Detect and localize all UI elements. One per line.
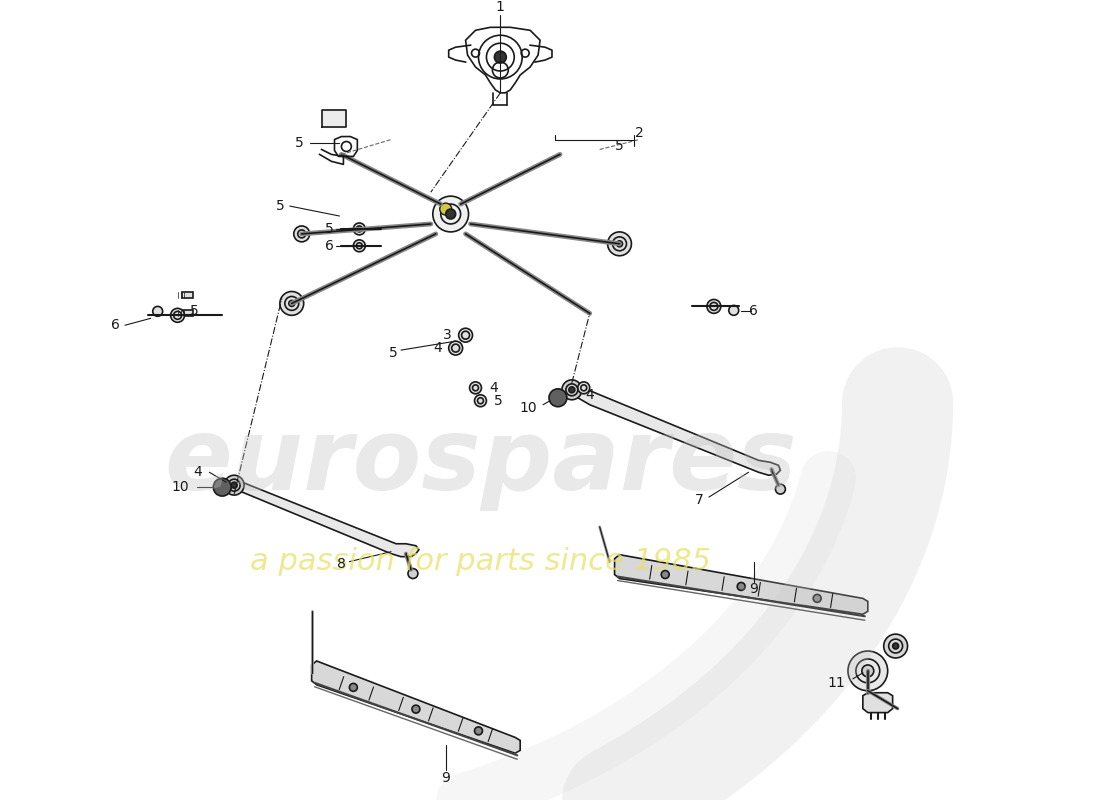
Text: 8: 8 (337, 557, 345, 570)
Circle shape (862, 665, 873, 677)
Circle shape (231, 482, 238, 488)
Circle shape (213, 478, 231, 496)
Text: 5: 5 (388, 346, 397, 360)
Text: 4: 4 (585, 388, 594, 402)
Circle shape (459, 328, 473, 342)
Circle shape (170, 308, 185, 322)
Circle shape (279, 291, 304, 315)
Text: 5: 5 (326, 222, 334, 236)
Text: 9: 9 (441, 771, 450, 785)
Circle shape (440, 203, 452, 215)
Text: 4: 4 (433, 341, 442, 355)
Circle shape (707, 299, 721, 314)
Polygon shape (465, 27, 540, 93)
Text: 6: 6 (749, 304, 758, 318)
Circle shape (470, 382, 482, 394)
Circle shape (449, 341, 463, 355)
Text: 10: 10 (519, 401, 537, 414)
Circle shape (562, 380, 582, 400)
Circle shape (494, 51, 506, 63)
Circle shape (289, 301, 295, 306)
Circle shape (578, 382, 590, 394)
Circle shape (474, 394, 486, 406)
Circle shape (446, 209, 455, 219)
Circle shape (883, 634, 908, 658)
Polygon shape (615, 554, 868, 614)
Text: 7: 7 (694, 493, 703, 507)
Polygon shape (862, 693, 892, 713)
Circle shape (549, 389, 566, 406)
Text: 5: 5 (275, 199, 284, 213)
Text: 4: 4 (490, 381, 498, 395)
Text: 4: 4 (192, 466, 201, 479)
Circle shape (661, 570, 669, 578)
Text: 6: 6 (326, 239, 334, 253)
Circle shape (569, 387, 575, 393)
Circle shape (729, 306, 739, 315)
Text: 3: 3 (443, 328, 452, 342)
Circle shape (224, 475, 244, 495)
Text: 10: 10 (172, 480, 189, 494)
Circle shape (892, 643, 899, 649)
Circle shape (432, 196, 469, 232)
Circle shape (350, 683, 358, 691)
Circle shape (294, 226, 310, 242)
Polygon shape (565, 385, 780, 475)
Bar (182, 310, 194, 316)
Circle shape (607, 232, 631, 256)
Circle shape (153, 306, 163, 316)
Polygon shape (228, 480, 419, 557)
Circle shape (474, 727, 483, 735)
Circle shape (616, 241, 623, 247)
Text: 6: 6 (111, 318, 120, 332)
Circle shape (813, 594, 821, 602)
Circle shape (737, 582, 745, 590)
Text: 5: 5 (295, 135, 304, 150)
Text: 1: 1 (496, 1, 505, 14)
Circle shape (776, 484, 785, 494)
Text: 11: 11 (827, 676, 845, 690)
Text: eurospares: eurospares (164, 414, 796, 511)
Circle shape (411, 705, 420, 713)
Text: 5: 5 (494, 394, 503, 408)
Polygon shape (311, 661, 520, 754)
Text: 5: 5 (615, 139, 624, 154)
Text: 5: 5 (190, 304, 199, 318)
Text: 9: 9 (749, 582, 758, 597)
Circle shape (353, 223, 365, 235)
Circle shape (848, 651, 888, 690)
Bar (182, 293, 194, 298)
Circle shape (353, 240, 365, 252)
Text: 2: 2 (635, 126, 643, 139)
Text: a passion for parts since 1985: a passion for parts since 1985 (250, 547, 711, 576)
Polygon shape (321, 110, 346, 126)
Circle shape (408, 569, 418, 578)
